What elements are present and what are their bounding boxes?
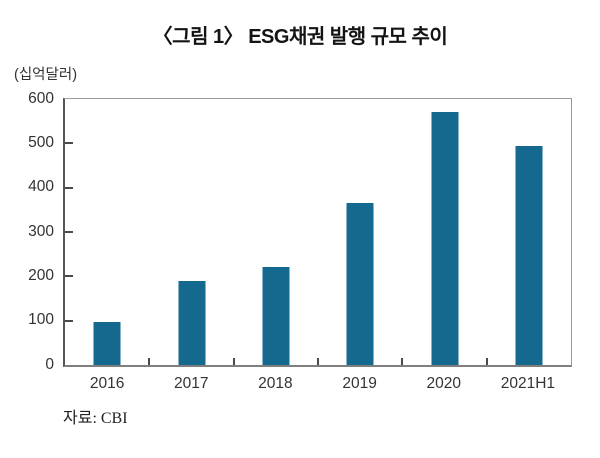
bar-2017 <box>178 280 205 365</box>
x-boundary-tick-3 <box>317 358 319 365</box>
y-tick-mark-200 <box>65 275 73 278</box>
y-tick-label-100: 100 <box>28 310 54 328</box>
x-boundary-tick-5 <box>485 358 488 365</box>
y-axis-unit-label: (십억달러) <box>14 67 78 83</box>
bar-2021H1 <box>515 145 543 365</box>
x-axis-labels: 2016 2017 2018 2019 2020 2021H1 <box>65 375 570 395</box>
source-note: 자료: CBI <box>63 410 128 427</box>
x-tick-label-2020: 2020 <box>426 375 461 392</box>
x-tick-label-2016: 2016 <box>89 375 125 392</box>
x-boundary-tick-4 <box>401 358 404 365</box>
x-tick-label-2018: 2018 <box>258 375 293 392</box>
bar-2018 <box>262 267 290 365</box>
y-tick-label-0: 0 <box>45 355 54 373</box>
chart-title: 〈그림 1〉 ESG채권 발행 규모 추이 <box>152 26 448 48</box>
y-tick-mark-400 <box>65 186 73 189</box>
bar-2016 <box>93 322 121 365</box>
y-tick-label-400: 400 <box>28 177 54 195</box>
y-tick-label-500: 500 <box>28 133 54 151</box>
y-tick-mark-300 <box>65 231 73 233</box>
y-tick-label-300: 300 <box>28 222 54 240</box>
y-tick-mark-100 <box>65 319 73 322</box>
x-boundary-tick-1 <box>148 358 151 365</box>
plot-area <box>63 98 572 367</box>
x-boundary-tick-2 <box>232 358 235 365</box>
y-tick-mark-500 <box>65 142 73 145</box>
bar-2019 <box>346 203 374 365</box>
y-tick-label-600: 600 <box>28 89 54 107</box>
y-tick-label-200: 200 <box>28 266 54 284</box>
x-tick-label-2021H1: 2021H1 <box>500 375 556 392</box>
bar-2020 <box>431 112 458 365</box>
x-tick-label-2019: 2019 <box>342 375 377 392</box>
x-tick-label-2017: 2017 <box>174 375 209 392</box>
y-axis-labels: 0 100 200 300 400 500 600 <box>0 90 54 371</box>
